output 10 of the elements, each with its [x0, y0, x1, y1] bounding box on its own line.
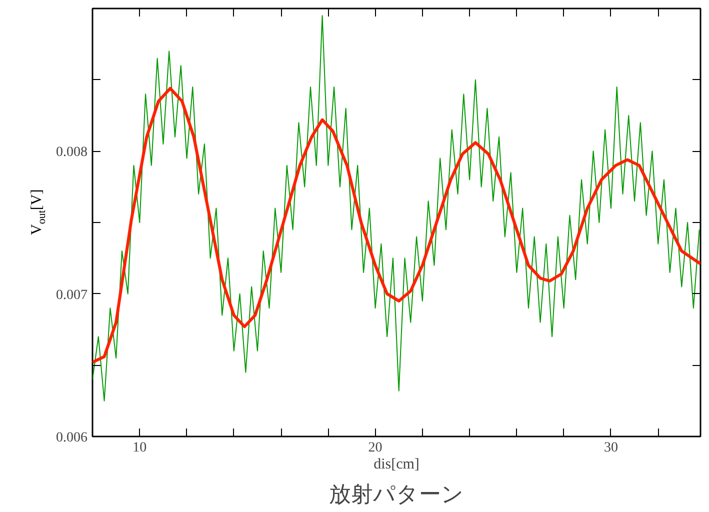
y-tick-label: 0.006 — [56, 430, 88, 446]
y-tick-label: 0.007 — [56, 288, 88, 303]
line-series — [92, 86, 700, 364]
x-tick-label: 20 — [368, 440, 382, 456]
line-series — [92, 15, 700, 402]
x-tick-label: 30 — [604, 440, 618, 456]
x-axis-title: dis[cm] — [374, 456, 420, 472]
x-tick-label: 10 — [132, 440, 147, 456]
y-tick-label: 0.008 — [56, 145, 88, 160]
text: 放射パターン — [329, 482, 464, 508]
